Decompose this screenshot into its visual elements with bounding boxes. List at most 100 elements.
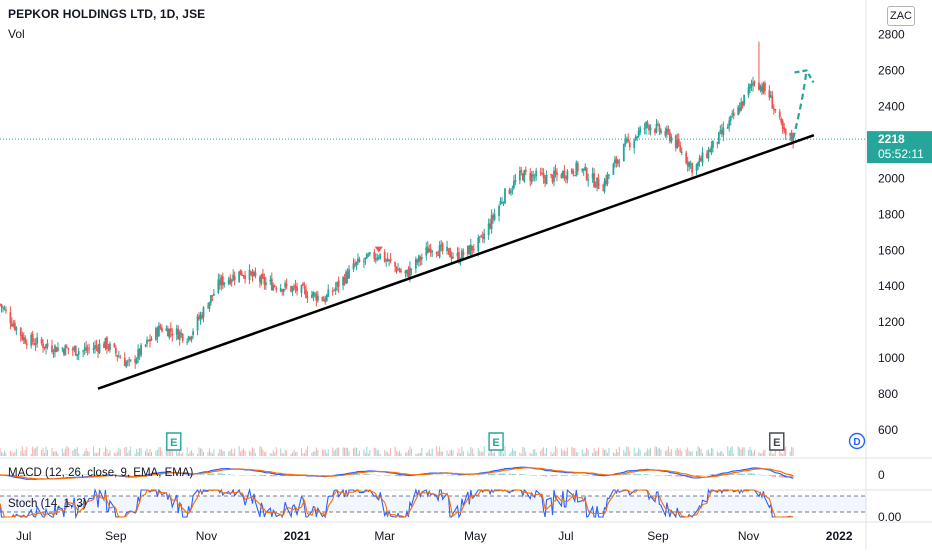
- volume-bar: [409, 446, 411, 456]
- volume-bar: [99, 447, 101, 456]
- macd-hist-bar: [742, 473, 744, 475]
- volume-bar: [415, 453, 417, 456]
- candle-body: [710, 146, 713, 153]
- price-tick-label: 1200: [878, 315, 905, 329]
- candle-body: [373, 252, 376, 259]
- volume-bar: [54, 451, 56, 456]
- candle-body: [264, 282, 267, 286]
- candle-body: [518, 170, 521, 181]
- volume-bar: [416, 453, 418, 456]
- volume-bar: [358, 450, 360, 456]
- candle-body: [535, 170, 538, 177]
- macd-hist-bar: [520, 473, 522, 475]
- macd-hist-bar: [531, 475, 533, 476]
- volume-bar: [696, 451, 698, 456]
- candle-body: [315, 294, 318, 301]
- candle-body: [670, 136, 673, 142]
- candle-body: [541, 173, 544, 175]
- volume-bar: [764, 449, 766, 456]
- volume-bar: [666, 449, 668, 456]
- candle-body: [784, 128, 787, 135]
- price-badge-countdown: 05:52:11: [878, 147, 924, 161]
- candle-body: [98, 343, 101, 354]
- macd-hist-bar: [431, 474, 433, 475]
- price-tick-label: 800: [878, 387, 898, 401]
- candle-body: [597, 178, 600, 189]
- volume-bar: [55, 451, 57, 456]
- volume-bar: [326, 453, 328, 456]
- macd-hist-bar: [635, 473, 637, 475]
- candle-body: [106, 337, 108, 350]
- macd-hist-bar: [57, 474, 59, 476]
- macd-hist-bar: [483, 474, 485, 475]
- macd-hist-bar: [730, 473, 732, 475]
- candle-body: [345, 271, 347, 284]
- candle-body: [573, 175, 576, 177]
- candle-body: [449, 248, 451, 258]
- volume-bar: [354, 447, 356, 456]
- candle-body: [354, 264, 356, 266]
- volume-bar: [51, 447, 53, 456]
- volume-bar: [369, 450, 371, 456]
- candle-body: [469, 244, 472, 256]
- candle-body: [440, 244, 443, 246]
- candle-body: [660, 130, 662, 134]
- price-tick-label: 600: [878, 423, 898, 437]
- candle-body: [477, 237, 480, 251]
- volume-bar: [581, 449, 583, 456]
- volume-bar: [271, 453, 273, 456]
- candle-body: [88, 347, 91, 349]
- macd-hist-bar: [196, 474, 199, 476]
- candle-body: [489, 223, 492, 228]
- volume-bar: [544, 453, 546, 456]
- macd-hist-bar: [572, 475, 574, 476]
- volume-bar: [314, 451, 316, 456]
- macd-hist-bar: [446, 474, 448, 476]
- volume-bar: [592, 453, 594, 456]
- stoch-label[interactable]: Stoch (14, 1, 3): [8, 498, 87, 510]
- macd-hist-bar: [470, 474, 472, 476]
- candle-body: [420, 257, 423, 260]
- volume-bar: [670, 449, 672, 456]
- candle-body: [719, 130, 722, 133]
- volume-label[interactable]: Vol: [8, 27, 25, 41]
- volume-bars: [0, 446, 794, 456]
- volume-bar: [281, 452, 283, 456]
- candle-body: [532, 175, 535, 177]
- macd-hist-bar: [78, 474, 80, 476]
- macd-hist-bar: [46, 474, 49, 476]
- macd-label[interactable]: MACD (12, 26, close, 9, EMA, EMA): [8, 467, 194, 479]
- macd-hist-bar: [633, 473, 635, 475]
- candle-body: [564, 177, 567, 179]
- volume-bar: [513, 450, 515, 456]
- volume-bar: [149, 448, 151, 456]
- candle-body: [428, 248, 431, 252]
- candle-body: [429, 248, 432, 253]
- volume-bar: [688, 450, 690, 456]
- volume-bar: [452, 450, 454, 456]
- candle-body: [144, 344, 147, 346]
- candle-body: [342, 277, 344, 286]
- macd-hist-bar: [30, 475, 32, 476]
- macd-hist-bar: [64, 474, 66, 475]
- candle-body: [192, 331, 194, 336]
- macd-hist-bar: [488, 474, 490, 475]
- volume-bar: [494, 452, 496, 456]
- macd-hist-bar: [400, 475, 402, 477]
- volume-bar: [274, 452, 276, 456]
- candle-body: [550, 174, 552, 176]
- macd-hist-bar: [436, 474, 438, 476]
- candle-body: [24, 338, 27, 344]
- candle-body: [238, 271, 241, 282]
- volume-bar: [617, 451, 619, 456]
- volume-bar: [20, 450, 22, 456]
- macd-hist-bar: [563, 475, 565, 476]
- currency-button[interactable]: ZAC: [887, 6, 915, 26]
- candle-body: [575, 162, 578, 176]
- symbol-title[interactable]: PEPKOR HOLDINGS LTD, 1D, JSE: [8, 7, 206, 21]
- volume-bar: [574, 448, 576, 456]
- macd-hist-bar: [281, 475, 283, 477]
- candle-body: [279, 288, 282, 292]
